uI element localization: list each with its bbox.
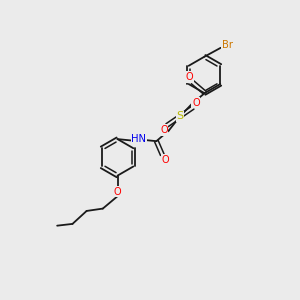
Text: S: S	[176, 111, 184, 122]
Text: O: O	[161, 155, 169, 165]
Text: O: O	[160, 125, 168, 135]
Text: O: O	[114, 187, 121, 197]
Text: O: O	[192, 98, 200, 108]
Text: HN: HN	[131, 134, 146, 143]
Text: O: O	[186, 72, 194, 82]
Text: Br: Br	[222, 40, 232, 50]
